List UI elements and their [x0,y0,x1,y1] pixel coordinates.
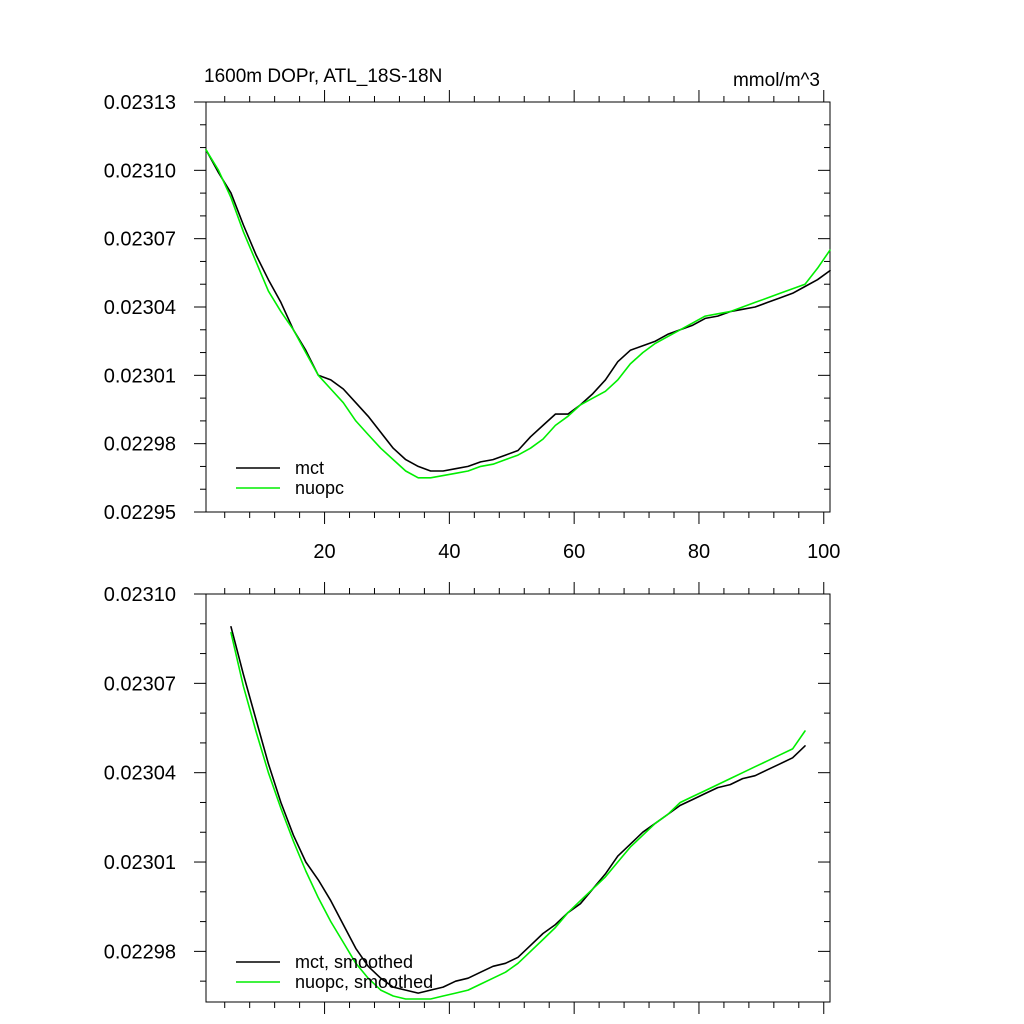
chart1-series-nuopc-line [205,149,831,479]
chart1-y-tick-label: 0.02298 [104,434,176,456]
chart1-title: 1600m DOPr, ATL_18S-18N [204,66,442,87]
chart2-series-nuopc-smoothed-line [230,631,806,1000]
chart2-y-tick-label: 0.02301 [104,852,176,874]
chart1-legend-label-mct: mct [295,458,324,478]
chart2-y-tick-label: 0.02310 [104,584,176,606]
chart1-legend-label-nuopc: nuopc [295,478,344,498]
chart1-x-tick-label: 20 [313,541,335,563]
chart1-x-tick-label: 60 [563,541,585,563]
chart2-y-tick-label: 0.02304 [104,763,176,785]
chart2-plot-frame [205,593,831,1003]
chart1-y-tick-label: 0.02304 [104,297,176,319]
chart2-y-tick-label: 0.02298 [104,941,176,963]
chart1-y-tick-label: 0.02313 [104,92,176,114]
chart1-x-tick-label: 100 [807,541,840,563]
chart1-y-tick-label: 0.02295 [104,502,176,524]
chart1-x-tick-label: 40 [438,541,460,563]
chart1-y-tick-label: 0.02301 [104,365,176,387]
chart1-panel: 20 40 60 80 100 0.02295 0.02298 0.02301 0.02304 0… [104,66,841,563]
chart1-y-tick-label: 0.02310 [104,160,176,182]
chart2-panel: 0.02298 0.02301 0.02304 0.02307 0.02310 mct, … [104,582,831,1014]
chart1-units-label: mmol/m^3 [733,70,820,91]
chart1-y-tick-label: 0.02307 [104,229,176,251]
chart2-legend-label-mct-smoothed: mct, smoothed [295,952,413,972]
chart1-series-mct-line [205,149,831,472]
chart1-x-tick-label: 80 [688,541,710,563]
chart2-y-tick-label: 0.02307 [104,673,176,695]
chart2-legend-label-nuopc-smoothed: nuopc, smoothed [295,972,433,992]
chart2-series-mct-smoothed-line [230,625,806,994]
